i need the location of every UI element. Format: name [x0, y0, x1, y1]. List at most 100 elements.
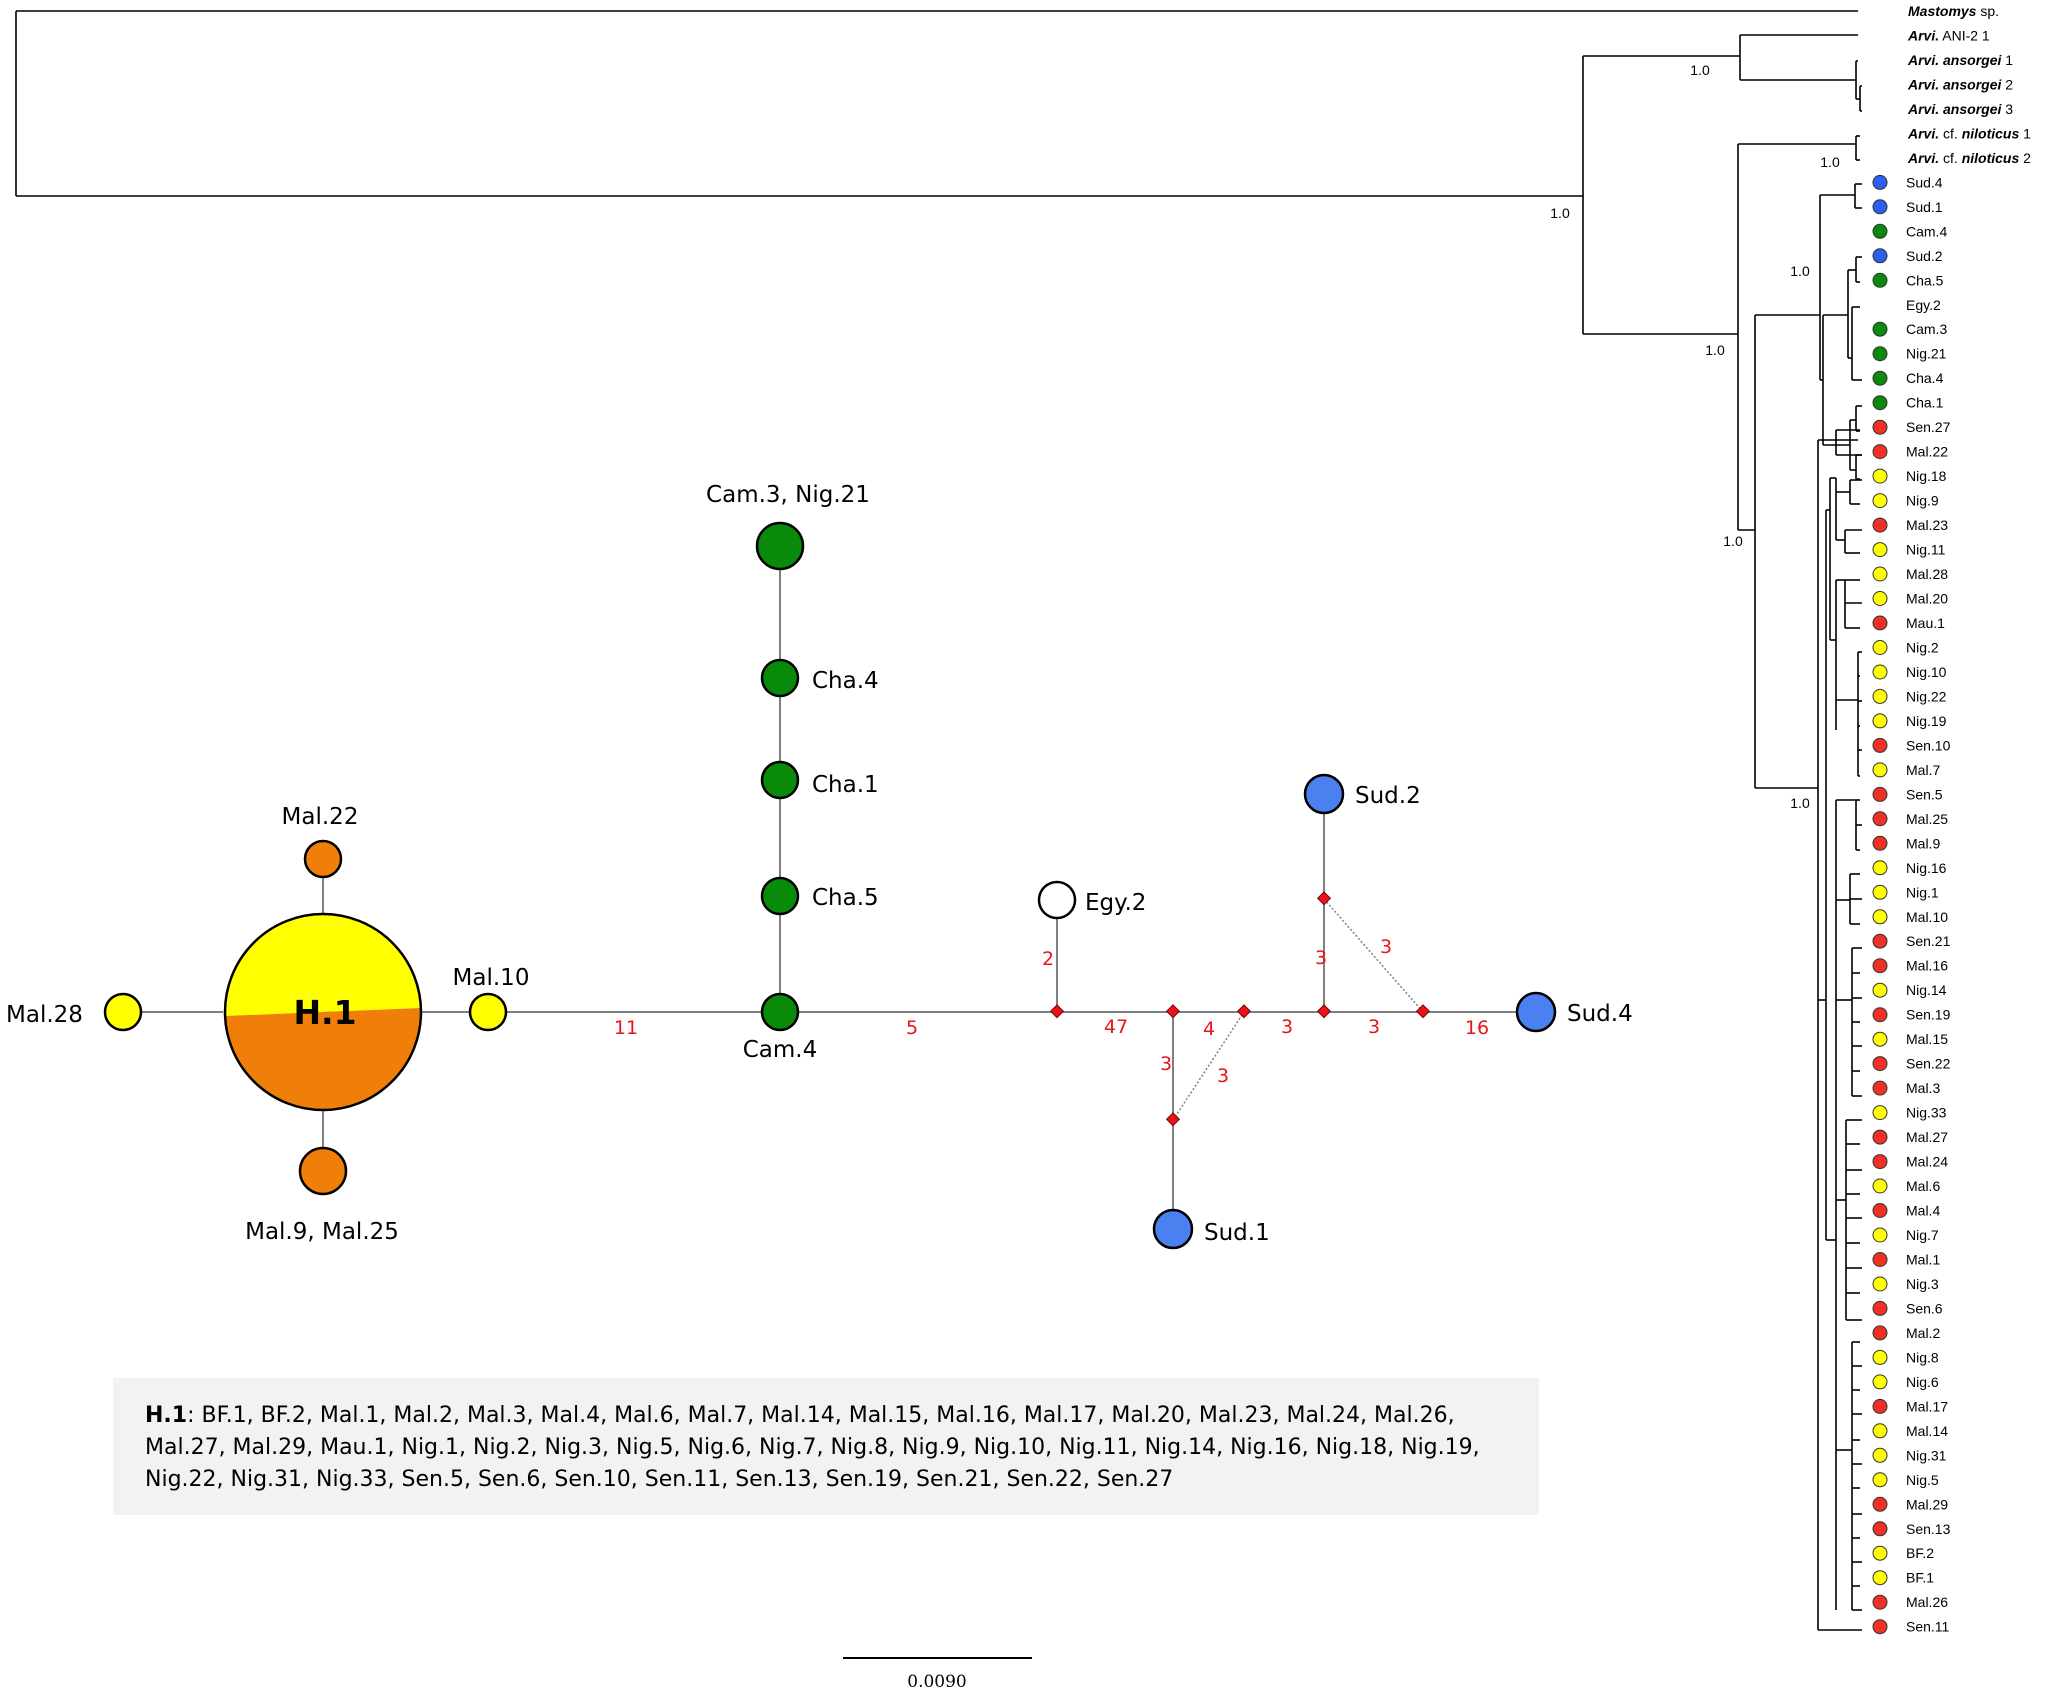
- tip-color-dot: [1872, 591, 1888, 606]
- tree-tip-label: Mal.27: [1906, 1129, 1948, 1145]
- node-label-mal9: Mal.9, Mal.25: [245, 1219, 399, 1245]
- haplotype-node-mal28: [103, 992, 143, 1032]
- tree-tip-label: Sen.19: [1906, 1007, 1951, 1023]
- tip-color-dot: [1872, 1423, 1888, 1439]
- tree-tip-label: Mal.17: [1906, 1398, 1948, 1414]
- node-label-cam3: Cam.3, Nig.21: [706, 482, 870, 508]
- tip-color-dot: [1872, 762, 1888, 778]
- tree-tip-label: Arvi. ansorgei 2: [1907, 76, 2013, 92]
- tree-tip-label: Mal.25: [1906, 811, 1948, 827]
- tip-color-dot: [1872, 615, 1888, 631]
- tree-tip-label: Sud.1: [1906, 199, 1943, 215]
- phylogenetic-tree: [15, 10, 1862, 1631]
- haplotype-network: 11 5 2 47 4 3 3 3 16 3 3 3 H.1: [6, 482, 1633, 1250]
- mutation-count: 3: [1281, 1016, 1293, 1038]
- tip-color-dot: [1872, 811, 1888, 827]
- support-values: 1.0 1.0 1.0 1.0 1.0 1.0 1.0: [1550, 62, 1840, 811]
- tree-tip-label: Sen.5: [1906, 786, 1943, 802]
- support-value: 1.0: [1723, 533, 1743, 549]
- tip-color-dot: [1872, 1178, 1888, 1194]
- tip-color-dot: [1872, 909, 1888, 925]
- support-value: 1.0: [1790, 263, 1810, 279]
- node-label-sud4: Sud.4: [1567, 1001, 1633, 1027]
- mutation-count: 5: [906, 1017, 918, 1039]
- tip-color-dot: [1872, 1056, 1888, 1072]
- tree-tip-label: Nig.6: [1906, 1374, 1939, 1390]
- tree-tip-label: Mal.2: [1906, 1325, 1940, 1341]
- h1-outline: [223, 912, 423, 1112]
- tree-tips: Mastomys sp. Arvi. ANI-2 1 Arvi. ansorgei …: [1872, 3, 2031, 1635]
- median-vector: [1316, 1004, 1332, 1019]
- tree-tip-label: Egy.2: [1906, 297, 1941, 313]
- tip-color-dot: [1872, 737, 1888, 753]
- tree-tip-label: Mal.9: [1906, 835, 1940, 851]
- tip-color-dot: [1872, 933, 1888, 949]
- tree-tip-label: Sen.22: [1906, 1056, 1951, 1072]
- tree-tip-label: Nig.9: [1906, 493, 1939, 509]
- tree-tip-label: Nig.1: [1906, 884, 1939, 900]
- tip-color-dot: [1872, 1031, 1888, 1047]
- tip-color-dot: [1872, 1276, 1888, 1292]
- tree-tip-label: Nig.10: [1906, 664, 1947, 680]
- mutation-count: 3: [1160, 1053, 1172, 1075]
- tip-color-dot: [1872, 688, 1888, 704]
- median-vector: [1415, 1004, 1431, 1019]
- tip-color-dot: [1872, 1570, 1888, 1586]
- tip-color-dot: [1872, 1521, 1888, 1537]
- tree-tip-label: Mal.6: [1906, 1178, 1940, 1194]
- tip-color-dot: [1872, 1105, 1888, 1121]
- median-vector: [1316, 891, 1332, 906]
- tree-tip-label: Nig.16: [1906, 860, 1947, 876]
- tip-color-dot: [1872, 1545, 1888, 1561]
- tree-tip-label: Mal.10: [1906, 909, 1948, 925]
- tree-tip-label: Sen.27: [1906, 419, 1951, 435]
- median-vector: [1165, 1112, 1181, 1127]
- tree-tip-label: Sen.6: [1906, 1300, 1943, 1316]
- tip-color-dot: [1872, 1349, 1888, 1365]
- tip-color-dot: [1872, 1619, 1888, 1635]
- median-vector: [1236, 1004, 1252, 1019]
- tip-color-dot: [1872, 1496, 1888, 1512]
- haplotype-legend: H.1: BF.1, BF.2, Mal.1, Mal.2, Mal.3, Ma…: [113, 1378, 1539, 1515]
- tree-tip-label: Mal.29: [1906, 1496, 1948, 1512]
- haplotype-node-h1: H.1: [223, 912, 423, 1112]
- mutation-count: 11: [614, 1017, 638, 1039]
- node-label-sud2: Sud.2: [1355, 783, 1421, 809]
- tip-color-dot: [1872, 1129, 1888, 1145]
- mutation-count: 3: [1368, 1016, 1380, 1038]
- node-label-cam4: Cam.4: [743, 1037, 818, 1063]
- tip-color-dot: [1872, 640, 1888, 655]
- haplotype-node-cha1: [760, 760, 800, 800]
- tree-tip-label: Nig.18: [1906, 468, 1947, 484]
- tree-tip-label: Arvi. cf. niloticus 2: [1907, 150, 2031, 166]
- tip-color-dot: [1872, 1472, 1888, 1488]
- tree-tip-label: Mal.15: [1906, 1031, 1948, 1047]
- tree-tip-label: Mal.26: [1906, 1594, 1948, 1610]
- mutation-count: 4: [1203, 1018, 1215, 1040]
- tip-color-dot: [1872, 835, 1888, 851]
- mutation-count: 2: [1042, 948, 1054, 970]
- tip-color-dot: [1872, 1300, 1888, 1316]
- tree-tip-label: Nig.14: [1906, 982, 1947, 998]
- tree-tip-label: Mal.3: [1906, 1080, 1940, 1096]
- tip-color-dot: [1872, 1325, 1888, 1341]
- tip-color-dot: [1872, 321, 1888, 337]
- node-label-cha4: Cha.4: [812, 668, 879, 694]
- tip-color-dot: [1872, 272, 1888, 288]
- tree-tip-label: Arvi. ansorgei 1: [1907, 52, 2013, 68]
- tip-color-dot: [1872, 713, 1888, 729]
- legend-text: : BF.1, BF.2, Mal.1, Mal.2, Mal.3, Mal.4…: [145, 1403, 1480, 1492]
- tip-color-dot: [1872, 1374, 1888, 1390]
- tip-color-dot: [1872, 1398, 1888, 1414]
- tree-tip-label: Arvi. ansorgei 3: [1907, 101, 2013, 117]
- haplotype-node-cam3: [755, 521, 805, 571]
- tip-color-dot: [1872, 223, 1888, 239]
- tree-tip-label: Mal.22: [1906, 444, 1948, 460]
- tree-tip-label: BF.1: [1906, 1570, 1934, 1586]
- tip-color-dot: [1872, 174, 1888, 190]
- tree-tip-label: Cha.4: [1906, 370, 1944, 386]
- tree-tip-label: Sen.21: [1906, 933, 1951, 949]
- tip-color-dot: [1872, 370, 1888, 386]
- mutation-count: 3: [1380, 936, 1392, 958]
- tip-color-dot: [1872, 1252, 1888, 1267]
